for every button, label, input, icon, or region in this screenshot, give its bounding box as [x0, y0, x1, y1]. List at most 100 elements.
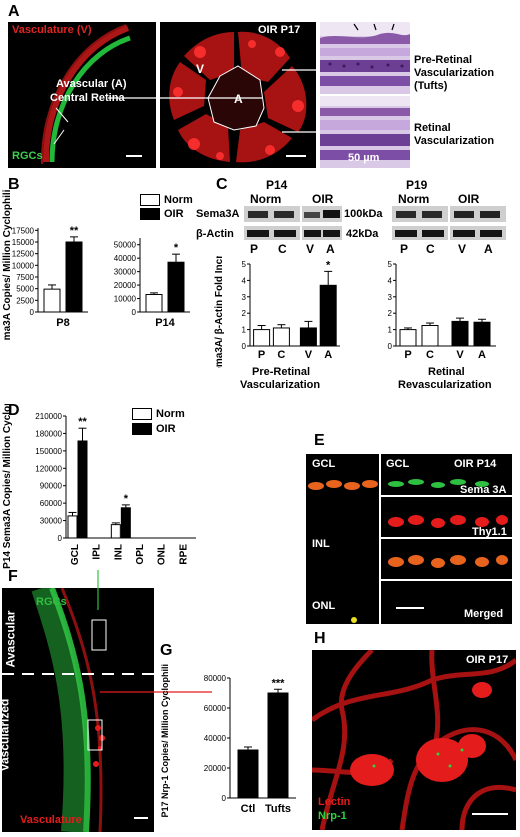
y-tick-label: 0 [132, 308, 137, 317]
svg-text:P17 Nrp-1 Copies/ Million Cycl: P17 Nrp-1 Copies/ Million Cyclophilin [160, 664, 170, 818]
blot-actin-label: β-Actin [196, 228, 234, 240]
y-tick-label: 0 [58, 534, 63, 543]
significance-mark: ** [78, 416, 87, 428]
central-retina-label: Central Retina [50, 92, 125, 104]
panel-label-f: F [8, 568, 18, 585]
x-tick-label: Tufts [265, 803, 291, 815]
panel-e-image: GCL INL ONL GCL OIR P14 Sema 3A Thy1.1 M… [306, 454, 512, 624]
blot-lane-c-p14: C [278, 242, 287, 256]
flatmount-title: OIR P17 [258, 24, 301, 36]
blot-sema-label: Sema3A [196, 208, 240, 220]
blot-actin-p14-oir [302, 226, 342, 240]
bar-oir [120, 507, 131, 539]
panel-a-connector-lines [108, 69, 324, 133]
panel-f-micrograph [2, 584, 154, 833]
x-tick-label: C [426, 349, 434, 361]
y-tick-label: 180000 [35, 429, 62, 438]
panel-a-retina-section: Vasculature (V) Avascular (A) Central Re… [8, 22, 156, 168]
bar-p [399, 329, 417, 347]
significance-mark: ** [70, 225, 79, 237]
y-tick-label: 2 [242, 309, 247, 318]
svg-text:Sema3A Copies/ Million Cycloph: Sema3A Copies/ Million Cyclophilin [2, 190, 13, 340]
bar-ctl [237, 749, 259, 799]
avascular-label: Avascular (A) [56, 78, 127, 90]
d-legend-norm-label: Norm [156, 408, 185, 420]
y-tick-label: 80000 [204, 674, 227, 683]
y-tick-label: 10000 [12, 261, 35, 270]
svg-text:P14 Sema3A Copies/ Million Cyc: P14 Sema3A Copies/ Million Cyclophilin [2, 404, 13, 569]
y-tick-label: 40000 [204, 734, 227, 743]
y-tick-label: 60000 [204, 704, 227, 713]
panel-d-legend: Norm OIR [132, 408, 185, 435]
significance-mark: * [124, 493, 129, 505]
e-merged-label: Merged [464, 608, 504, 620]
panel-label-h: H [314, 630, 326, 647]
legend-oir-swatch [140, 208, 160, 220]
e-inl-label: INL [312, 538, 330, 550]
panel-b-chart: Sema3A Copies/ Million Cyclophilin 0 2500… [2, 190, 190, 340]
y-tick-label: 5000 [16, 285, 34, 294]
y-tick-label: 20000 [204, 764, 227, 773]
blot-actin-p14-norm [244, 226, 300, 240]
y-tick-label: 30000 [40, 517, 63, 526]
legend-oir-label: OIR [164, 208, 184, 220]
e-gcl-label: GCL [312, 458, 336, 470]
y-tick-label: 210000 [35, 412, 62, 421]
y-tick-label: 7500 [16, 273, 34, 282]
blot-lane-v-p14: V [306, 242, 315, 256]
legend-norm-swatch [140, 194, 160, 206]
tufts-histology-image [320, 22, 410, 94]
blot-oir-label-p19: OIR [458, 192, 480, 206]
y-tick-label: 30000 [114, 268, 137, 277]
h-title: OIR P17 [466, 654, 509, 666]
d-legend-oir-swatch [132, 423, 152, 435]
y-tick-label: 4 [242, 276, 247, 285]
y-tick-label: 3 [388, 293, 393, 302]
x-tick-label: INL [113, 544, 124, 560]
significance-mark: * [174, 242, 179, 254]
panel-h-micrograph [310, 648, 519, 831]
histology-scale-label: 50 µm [348, 152, 380, 164]
x-tick-label: GCL [70, 544, 81, 565]
retinal-histology-image: 50 µm [320, 96, 410, 168]
x-group-label: P14 [155, 317, 175, 329]
x-tick-label: RPE [178, 544, 189, 565]
x-tick-label: A [324, 349, 332, 361]
bar-p [253, 329, 271, 347]
vasculature-label: Vasculature (V) [12, 24, 92, 36]
x-tick-label: V [456, 349, 464, 361]
flatmount-v-label: V [196, 62, 205, 76]
y-tick-label: 12500 [12, 250, 35, 259]
panel-g-chart: P17 Nrp-1 Copies/ Million Cyclophilin 0 2… [160, 664, 296, 818]
panel-label-e: E [314, 432, 325, 449]
retina-section-image [40, 24, 142, 165]
bar-a [473, 321, 491, 347]
tufts-label-line1: Pre-Retinal [414, 54, 473, 66]
x-tick-label: IPL [92, 544, 103, 560]
panel-g-ylabel: P17 Nrp-1 Copies/ Million Cyclophilin [160, 664, 170, 818]
significance-mark: * [326, 259, 331, 271]
y-tick-label: 60000 [40, 499, 63, 508]
bar-c [421, 325, 439, 347]
y-tick-label: 1 [388, 326, 393, 335]
y-tick-label: 0 [388, 342, 393, 351]
bar-oir [65, 241, 83, 313]
panel-label-b: B [8, 176, 20, 193]
flatmount-a-label: A [234, 92, 243, 106]
blot-sema-p19-norm [392, 206, 448, 222]
blot-lane-p-p19: P [400, 242, 409, 256]
blot-sema-p19-oir [450, 206, 506, 222]
y-tick-label: 0 [242, 342, 247, 351]
e-sema-label: Sema 3A [460, 484, 507, 496]
bar-a [319, 284, 337, 347]
panel-e-micrograph [308, 454, 512, 624]
y-tick-label: 15000 [12, 238, 35, 247]
x-tick-label: A [478, 349, 486, 361]
blot-p14-label: P14 [266, 178, 288, 192]
y-tick-label: 1 [242, 326, 247, 335]
panel-d-chart: P14 Sema3A Copies/ Million Cyclophilin 0… [2, 404, 196, 569]
bar-oir [77, 440, 88, 539]
panel-f-connector [97, 570, 212, 693]
c-xlab-right-2: Revascularization [398, 379, 492, 391]
c-xlab-left-1: Pre-Retinal [252, 366, 311, 378]
